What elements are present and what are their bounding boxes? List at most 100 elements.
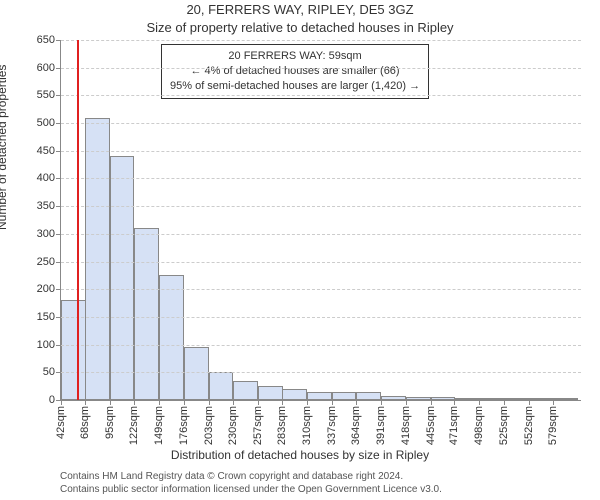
x-tick-label: 364sqm xyxy=(350,406,362,445)
x-tick-label: 257sqm xyxy=(252,406,264,445)
x-tick-mark xyxy=(85,400,86,405)
grid-line xyxy=(61,372,581,373)
attribution-line-2: Contains public sector information licen… xyxy=(60,484,442,497)
x-tick-label: 391sqm xyxy=(375,406,387,445)
y-tick-label: 450 xyxy=(37,145,61,157)
x-axis-label: Distribution of detached houses by size … xyxy=(0,448,600,462)
x-tick-label: 498sqm xyxy=(473,406,485,445)
grid-line xyxy=(61,40,581,41)
grid-line xyxy=(61,262,581,263)
x-tick-label: 122sqm xyxy=(128,406,140,445)
x-tick-mark xyxy=(381,400,382,405)
y-tick-label: 650 xyxy=(37,34,61,46)
histogram-bar xyxy=(454,398,479,400)
x-tick-label: 418sqm xyxy=(400,406,412,445)
y-axis-label: Number of detached properties xyxy=(0,65,9,230)
histogram-bar xyxy=(159,275,184,400)
histogram-bar xyxy=(258,386,283,400)
histogram-bar xyxy=(381,396,406,400)
y-tick-label: 100 xyxy=(37,339,61,351)
x-tick-mark xyxy=(209,400,210,405)
x-tick-label: 42sqm xyxy=(55,406,67,439)
histogram-bar xyxy=(307,392,332,400)
x-tick-label: 68sqm xyxy=(79,406,91,439)
y-tick-label: 500 xyxy=(37,117,61,129)
x-tick-mark xyxy=(356,400,357,405)
info-box-line-3: 95% of semi-detached houses are larger (… xyxy=(170,79,420,94)
x-tick-mark xyxy=(184,400,185,405)
grid-line xyxy=(61,123,581,124)
x-tick-label: 552sqm xyxy=(523,406,535,445)
x-tick-label: 176sqm xyxy=(178,406,190,445)
y-tick-label: 300 xyxy=(37,228,61,240)
info-box: 20 FERRERS WAY: 59sqm ← 4% of detached h… xyxy=(161,44,429,99)
histogram-bar xyxy=(356,392,381,400)
histogram-bar xyxy=(61,300,86,400)
x-tick-label: 149sqm xyxy=(153,406,165,445)
x-tick-mark xyxy=(332,400,333,405)
x-tick-label: 471sqm xyxy=(448,406,460,445)
grid-line xyxy=(61,178,581,179)
x-tick-mark xyxy=(529,400,530,405)
histogram-bar xyxy=(134,228,159,400)
x-tick-mark xyxy=(479,400,480,405)
x-tick-label: 283sqm xyxy=(276,406,288,445)
chart-subtitle: Size of property relative to detached ho… xyxy=(0,20,600,35)
histogram-bar xyxy=(209,372,234,400)
histogram-bar xyxy=(184,347,209,400)
chart-title: 20, FERRERS WAY, RIPLEY, DE5 3GZ xyxy=(0,2,600,17)
x-tick-label: 337sqm xyxy=(326,406,338,445)
histogram-bar xyxy=(85,118,110,400)
histogram-bar xyxy=(431,397,456,400)
grid-line xyxy=(61,317,581,318)
histogram-bar xyxy=(529,398,554,400)
histogram-bar xyxy=(332,392,357,400)
grid-line xyxy=(61,68,581,69)
x-tick-label: 525sqm xyxy=(498,406,510,445)
plot-area: 20 FERRERS WAY: 59sqm ← 4% of detached h… xyxy=(60,40,581,401)
y-tick-label: 550 xyxy=(37,89,61,101)
attribution-line-1: Contains HM Land Registry data © Crown c… xyxy=(60,471,442,484)
attribution: Contains HM Land Registry data © Crown c… xyxy=(60,471,442,496)
y-tick-label: 400 xyxy=(37,172,61,184)
x-tick-mark xyxy=(504,400,505,405)
grid-line xyxy=(61,206,581,207)
x-tick-mark xyxy=(282,400,283,405)
info-box-line-2: ← 4% of detached houses are smaller (66) xyxy=(170,64,420,79)
histogram-bar xyxy=(233,381,258,400)
y-tick-label: 150 xyxy=(37,311,61,323)
x-tick-label: 310sqm xyxy=(301,406,313,445)
x-tick-label: 579sqm xyxy=(547,406,559,445)
info-box-line-1: 20 FERRERS WAY: 59sqm xyxy=(170,49,420,64)
x-tick-mark xyxy=(431,400,432,405)
x-tick-label: 230sqm xyxy=(227,406,239,445)
y-tick-label: 350 xyxy=(37,200,61,212)
grid-line xyxy=(61,234,581,235)
x-tick-mark xyxy=(110,400,111,405)
x-tick-mark xyxy=(258,400,259,405)
y-tick-label: 250 xyxy=(37,256,61,268)
x-tick-label: 203sqm xyxy=(203,406,215,445)
grid-line xyxy=(61,289,581,290)
y-tick-label: 50 xyxy=(43,366,61,378)
y-tick-label: 0 xyxy=(49,394,61,406)
histogram-bar xyxy=(406,397,431,400)
x-tick-mark xyxy=(159,400,160,405)
histogram-bar xyxy=(110,156,135,400)
y-tick-label: 600 xyxy=(37,62,61,74)
x-tick-label: 95sqm xyxy=(104,406,116,439)
grid-line xyxy=(61,345,581,346)
x-tick-mark xyxy=(61,400,62,405)
histogram-bar xyxy=(553,398,578,400)
histogram-bar xyxy=(504,398,529,400)
grid-line xyxy=(61,95,581,96)
x-tick-mark xyxy=(406,400,407,405)
x-tick-mark xyxy=(553,400,554,405)
histogram-bar xyxy=(282,389,307,400)
x-tick-mark xyxy=(134,400,135,405)
x-tick-label: 445sqm xyxy=(425,406,437,445)
x-tick-mark xyxy=(454,400,455,405)
y-tick-label: 200 xyxy=(37,283,61,295)
marker-line xyxy=(77,40,79,400)
x-tick-mark xyxy=(307,400,308,405)
